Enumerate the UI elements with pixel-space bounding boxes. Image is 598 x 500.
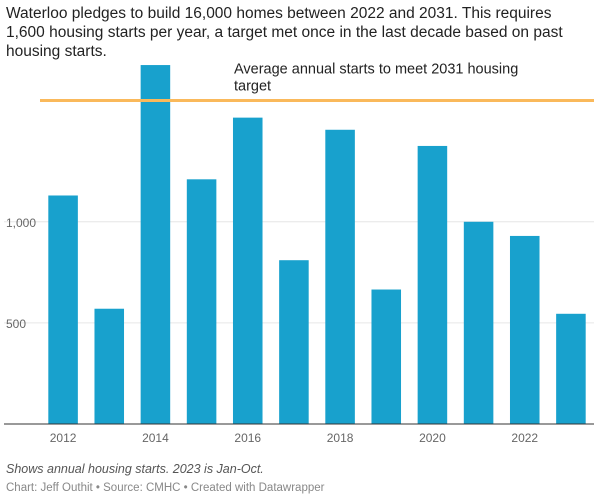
- bar-2019: [371, 289, 402, 424]
- x-tick-label: 2022: [511, 431, 538, 445]
- chart-title: Waterloo pledges to build 16,000 homes b…: [6, 5, 563, 60]
- x-tick-label: 2016: [234, 431, 261, 445]
- bar-2012: [48, 195, 78, 424]
- bar-2023: [556, 313, 586, 424]
- bar-2014: [140, 65, 171, 425]
- bar-2013: [94, 308, 125, 424]
- bar-2018: [325, 129, 355, 424]
- x-tick-label: 2014: [142, 431, 169, 445]
- y-tick-label: 1,000: [6, 216, 36, 230]
- chart-byline: Chart: Jeff Outhit • Source: CMHC • Crea…: [6, 482, 325, 494]
- chart-notes: Shows annual housing starts. 2023 is Jan…: [6, 462, 264, 476]
- x-tick-label: 2018: [327, 431, 354, 445]
- bar-2015: [186, 179, 217, 424]
- bar-2022: [509, 235, 540, 424]
- bars: [48, 65, 586, 425]
- target-line-group: Average annual starts to meet 2031 housi…: [40, 61, 594, 102]
- x-tick-label: 2020: [419, 431, 446, 445]
- bar-2020: [417, 145, 448, 424]
- bar-2021: [463, 221, 494, 424]
- y-tick-label: 500: [6, 317, 26, 331]
- bar-2017: [279, 260, 309, 424]
- x-axis: 2012 2014 2016 2018 2020 2022: [4, 423, 594, 445]
- x-tick-label: 2012: [50, 431, 77, 445]
- y-axis: 500 1,000: [6, 216, 36, 331]
- bar-2016: [232, 117, 263, 424]
- target-line-label: Average annual starts to meet 2031 housi…: [234, 61, 518, 94]
